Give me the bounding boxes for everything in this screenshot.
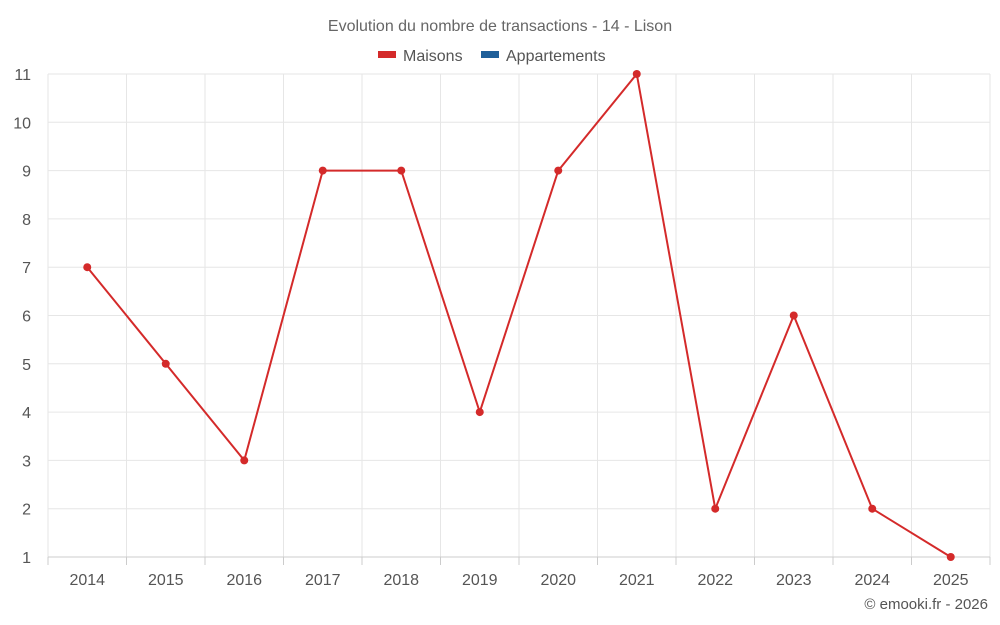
x-tick-label: 2017 [305, 572, 341, 589]
x-axis-ticks: 2014 2015 2016 2017 2018 2019 2020 2021 2022 2023… [47, 557, 991, 589]
data-point[interactable] [632, 70, 641, 78]
x-tick-label: 2020 [540, 572, 576, 589]
chart-title: Evolution du nombre de transactions - 14… [328, 18, 672, 35]
data-point[interactable] [789, 311, 798, 320]
y-tick-label: 2 [22, 502, 31, 519]
data-point[interactable] [83, 263, 92, 272]
legend-item-maisons[interactable]: Maisons [378, 48, 463, 65]
legend-label-maisons: Maisons [403, 48, 463, 65]
y-tick-label: 10 [13, 115, 31, 132]
x-tick-label: 2025 [933, 572, 969, 589]
data-point[interactable] [240, 456, 249, 465]
data-point[interactable] [868, 504, 877, 513]
x-tick-label: 2022 [697, 572, 733, 589]
legend-item-appartements[interactable]: Appartements [481, 48, 606, 65]
x-tick-label: 2019 [462, 572, 498, 589]
y-tick-label: 11 [14, 67, 31, 84]
series-maisons [83, 70, 955, 561]
y-tick-label: 3 [22, 453, 31, 470]
legend-swatch-appartements [481, 51, 499, 58]
data-point[interactable] [711, 504, 720, 513]
y-tick-label: 5 [22, 357, 31, 374]
data-point[interactable] [318, 166, 327, 175]
legend-swatch-maisons [378, 51, 396, 58]
legend[interactable]: Maisons Appartements [378, 48, 606, 65]
credit-text: © emooki.fr - 2026 [864, 596, 988, 613]
x-tick-label: 2016 [226, 572, 262, 589]
x-tick-label: 2014 [69, 572, 105, 589]
data-point[interactable] [946, 553, 955, 561]
data-point[interactable] [475, 408, 484, 417]
data-point[interactable] [554, 166, 563, 175]
y-tick-label: 7 [22, 260, 31, 277]
data-point[interactable] [161, 359, 170, 368]
series-line [86, 73, 952, 558]
legend-label-appartements: Appartements [506, 48, 606, 65]
x-tick-label: 2018 [383, 572, 419, 589]
grid [47, 73, 991, 558]
x-tick-label: 2021 [619, 572, 655, 589]
x-tick-label: 2023 [776, 572, 812, 589]
x-tick-label: 2024 [854, 572, 890, 589]
data-point[interactable] [397, 166, 406, 175]
y-tick-label: 6 [22, 309, 31, 326]
y-axis-ticks: 1 2 3 4 5 6 7 8 9 10 11 [13, 67, 31, 567]
y-tick-label: 9 [22, 164, 31, 181]
y-tick-label: 4 [22, 405, 31, 422]
y-tick-label: 1 [22, 550, 31, 567]
x-tick-label: 2015 [148, 572, 184, 589]
y-tick-label: 8 [22, 212, 31, 229]
